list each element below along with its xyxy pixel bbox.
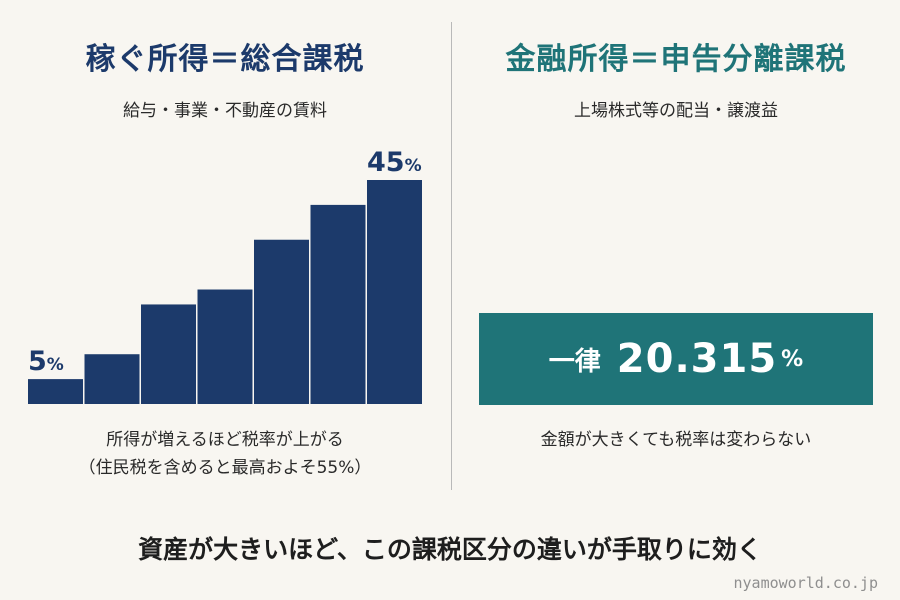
flat-rate-box: 一律 20.315 %: [479, 313, 873, 405]
left-note-line2: （住民税を含めると最高およそ55%）: [78, 458, 372, 478]
bar-7: [367, 180, 422, 404]
bar-3: [141, 304, 196, 404]
flat-rate-unit: %: [781, 346, 804, 372]
panel-divider: [451, 22, 452, 490]
bar-6: [310, 204, 366, 404]
bar-5: [254, 239, 309, 404]
right-title: 金融所得＝申告分離課税: [505, 42, 847, 77]
flat-rate-label: 一律: [548, 346, 601, 377]
left-title: 稼ぐ所得＝総合課税: [85, 42, 365, 77]
data-label-bar-7: 45%: [367, 147, 422, 178]
left-note: 所得が増えるほど税率が上がる （住民税を含めると最高およそ55%）: [0, 426, 450, 482]
left-panel: 稼ぐ所得＝総合課税 給与・事業・不動産の賃料 5% 45% 所得が増えるほど税率が…: [0, 0, 450, 500]
bar-1: [28, 379, 83, 404]
right-panel: 金融所得＝申告分離課税 上場株式等の配当・譲渡益 一律 20.315 % 金額が…: [452, 0, 900, 500]
progressive-tax-bar-chart: 5% 45%: [28, 147, 422, 404]
conclusion-text: 資産が大きいほど、この課税区分の違いが手取りに効く: [138, 535, 762, 564]
bar-4: [197, 289, 253, 404]
watermark: nyamoworld.co.jp: [733, 574, 879, 592]
flat-rate-value: 20.315: [616, 336, 778, 382]
left-note-line1: 所得が増えるほど税率が上がる: [106, 430, 344, 450]
bar-2: [84, 354, 140, 404]
left-subtitle: 給与・事業・不動産の賃料: [123, 101, 327, 121]
right-subtitle: 上場株式等の配当・譲渡益: [574, 101, 778, 121]
data-label-bar-1: 5%: [28, 346, 64, 377]
right-note: 金額が大きくても税率は変わらない: [540, 430, 812, 450]
